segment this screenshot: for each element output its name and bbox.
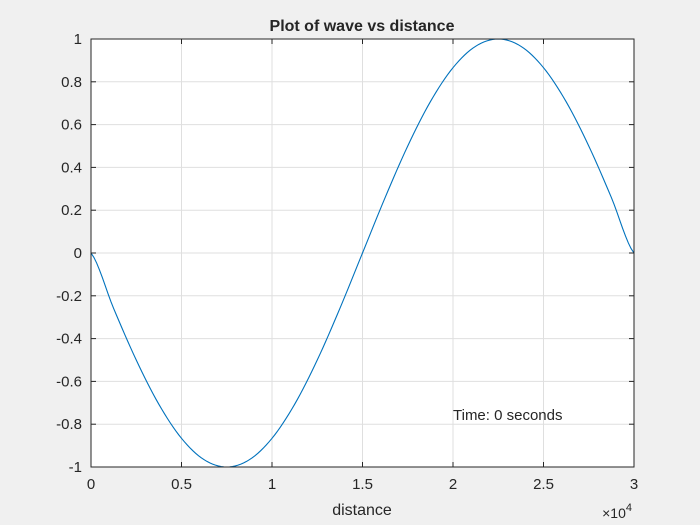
y-tick-label: 0 (74, 245, 82, 262)
ticks-group: 0 0.5 1 1.5 2 2.5 3 -1 -0.8 -0.6 -0.4 -0.2 0 0.2 0.4 0.… (56, 31, 638, 493)
y-tick-label: 0.2 (61, 202, 82, 219)
x-scale-power: 4 (626, 502, 632, 514)
x-scale-prefix: × (602, 505, 610, 521)
x-tick-label: 0 (87, 476, 95, 493)
y-tick-label: 0.6 (61, 117, 82, 134)
y-tick-label: -0.6 (56, 373, 82, 390)
x-tick-label: 2 (449, 476, 457, 493)
y-tick-label: 0.8 (61, 74, 82, 91)
x-tick-label: 0.5 (171, 476, 192, 493)
y-tick-label: -0.2 (56, 288, 82, 305)
x-tick-label: 1.5 (352, 476, 373, 493)
x-scale-exponent: ×104 (602, 502, 632, 521)
x-tick-label: 2.5 (533, 476, 554, 493)
chart-title: Plot of wave vs distance (270, 18, 455, 35)
y-tick-label: -0.8 (56, 416, 82, 433)
y-tick-label: 0.4 (61, 159, 82, 176)
y-tick-label: -1 (69, 459, 82, 476)
y-tick-label: -0.4 (56, 331, 82, 348)
y-tick-label: 1 (74, 31, 82, 48)
x-tick-label: 3 (630, 476, 638, 493)
annotations-group: Time: 0 seconds (453, 407, 563, 424)
x-axis-label: distance (332, 502, 392, 519)
x-scale-base: 10 (610, 505, 626, 521)
wave-series-line (90, 38, 635, 468)
x-tick-label: 1 (268, 476, 276, 493)
series-group (90, 38, 635, 468)
time-annotation: Time: 0 seconds (453, 407, 563, 424)
